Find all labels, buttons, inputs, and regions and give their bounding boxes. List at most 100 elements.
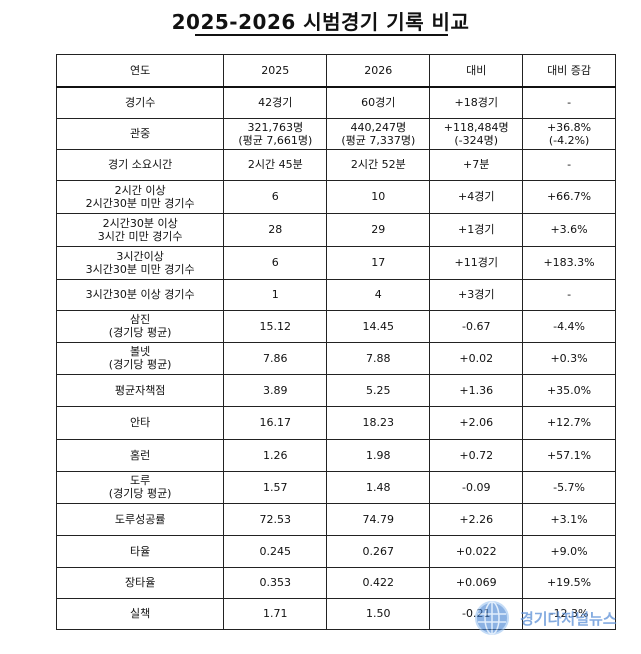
value-pct-line: -12.3% bbox=[549, 607, 589, 620]
value-diff: +1경기 bbox=[429, 212, 524, 247]
value-diff-line: +3경기 bbox=[457, 288, 495, 301]
value-pct: +3.6% bbox=[522, 212, 616, 247]
value-pct: +66.7% bbox=[522, 179, 616, 214]
row-label: 2시간 이상 2시간30분 미만 경기수 bbox=[55, 179, 225, 214]
row-label-line: 실책 bbox=[130, 607, 151, 620]
table-row: 3시간30분 이상 경기수 1 4 +3경기 - bbox=[55, 278, 616, 311]
value-diff: +4경기 bbox=[429, 179, 524, 214]
watermark-text: 경기다저널뉴스 bbox=[520, 610, 617, 628]
value-2026: 7.88 bbox=[326, 341, 431, 375]
table-row: 장타율 0.353 0.422 +0.069 +19.5% bbox=[55, 566, 616, 599]
value-pct: -12.3% bbox=[522, 597, 616, 630]
value-2025-line: 321,763명 bbox=[247, 120, 304, 134]
row-label-line: 경기수 bbox=[124, 96, 156, 110]
table-body: 경기수 42경기 60경기 +18경기 - 관중 321,763명 (평균 7,661명) 44… bbox=[55, 86, 616, 630]
value-diff-line: -0.67 bbox=[461, 319, 491, 333]
value-pct: +9.0% bbox=[522, 534, 616, 568]
value-2026-line: 0.422 bbox=[362, 576, 395, 589]
value-2025: 6 bbox=[223, 245, 328, 280]
value-2025-line: 1.71 bbox=[263, 607, 288, 620]
value-diff: +0.02 bbox=[429, 341, 524, 375]
value-2026: 5.25 bbox=[326, 373, 431, 407]
value-2026-line: 1.50 bbox=[366, 607, 391, 620]
value-2026: 1.50 bbox=[326, 597, 431, 630]
row-label-line: (경기당 평균) bbox=[108, 487, 172, 500]
row-label: 3시간30분 이상 경기수 bbox=[55, 278, 225, 311]
row-label: 경기수 bbox=[55, 86, 225, 119]
value-2025-line: 1 bbox=[271, 288, 279, 301]
value-pct-line: (-4.2%) bbox=[548, 133, 590, 147]
row-label-line: 타율 bbox=[130, 544, 151, 558]
value-2026: 29 bbox=[326, 212, 431, 247]
value-diff-line: +18경기 bbox=[454, 96, 498, 110]
value-2026: 10 bbox=[326, 179, 431, 214]
value-pct: +0.3% bbox=[522, 341, 616, 375]
value-diff: +2.26 bbox=[429, 502, 524, 536]
value-2026-line: 440,247명 bbox=[350, 120, 407, 134]
table-row: 볼넷 (경기당 평균) 7.86 7.88 +0.02 +0.3% bbox=[55, 341, 616, 375]
row-label-line: 3시간이상 bbox=[116, 249, 164, 263]
value-pct-line: +57.1% bbox=[546, 448, 592, 462]
table-row: 타율 0.245 0.267 +0.022 +9.0% bbox=[55, 534, 616, 568]
value-2025: 7.86 bbox=[223, 341, 328, 375]
value-diff: +7분 bbox=[429, 148, 524, 181]
value-2026-line: 29 bbox=[371, 223, 386, 236]
value-2025: 1 bbox=[223, 278, 328, 311]
value-diff-line: +118,484명 bbox=[443, 120, 509, 134]
value-2026: 0.267 bbox=[326, 534, 431, 568]
value-pct: +12.7% bbox=[522, 405, 616, 440]
value-2026-line: 10 bbox=[371, 190, 386, 203]
value-pct-line: +0.3% bbox=[550, 351, 588, 365]
value-2025-line: 16.17 bbox=[259, 416, 292, 429]
value-pct-line: -4.4% bbox=[553, 319, 586, 333]
value-diff: +0.069 bbox=[429, 566, 524, 599]
value-diff-line: +11경기 bbox=[454, 256, 498, 269]
value-2026: 18.23 bbox=[326, 405, 431, 440]
page-title: 2025-2026 시범경기 기록 비교 bbox=[171, 10, 470, 34]
value-2026-line: 5.25 bbox=[366, 383, 391, 397]
value-pct: +57.1% bbox=[522, 438, 616, 472]
value-pct-line: +3.1% bbox=[550, 512, 588, 526]
row-label-line: 도루 bbox=[130, 474, 151, 487]
row-label: 2시간30분 이상 3시간 미만 경기수 bbox=[55, 212, 225, 247]
value-2026-line: 2시간 52분 bbox=[350, 158, 406, 171]
value-2026-line: 4 bbox=[374, 288, 382, 301]
value-pct-line: -5.7% bbox=[553, 480, 586, 494]
value-diff: +18경기 bbox=[429, 86, 524, 119]
table-row: 홈런 1.26 1.98 +0.72 +57.1% bbox=[55, 438, 616, 472]
row-label: 도루 (경기당 평균) bbox=[55, 470, 225, 504]
value-diff-line: +0.069 bbox=[455, 576, 497, 589]
table-row: 경기수 42경기 60경기 +18경기 - bbox=[55, 86, 616, 119]
value-pct: -4.4% bbox=[522, 309, 616, 343]
value-diff: +1.36 bbox=[429, 373, 524, 407]
value-diff-line: +0.02 bbox=[459, 351, 494, 365]
row-label-line: 볼넷 bbox=[130, 345, 151, 358]
value-2025: 1.71 bbox=[223, 597, 328, 630]
value-2026: 14.45 bbox=[326, 309, 431, 343]
value-diff-line: +0.72 bbox=[459, 448, 494, 462]
value-pct-line: +35.0% bbox=[546, 383, 592, 397]
header-pct: 대비 증감 bbox=[522, 54, 616, 88]
value-pct-line: - bbox=[567, 96, 572, 110]
row-label: 안타 bbox=[55, 405, 225, 440]
value-2026: 60경기 bbox=[326, 86, 431, 119]
row-label-line: (경기당 평균) bbox=[108, 358, 172, 371]
value-pct-line: +3.6% bbox=[550, 223, 588, 236]
title-underline bbox=[195, 34, 448, 36]
row-label: 장타율 bbox=[55, 566, 225, 599]
row-label-line: 3시간30분 이상 경기수 bbox=[85, 288, 195, 301]
row-label-line: (경기당 평균) bbox=[108, 326, 172, 339]
row-label-line: 2시간30분 이상 bbox=[102, 216, 178, 230]
value-2025: 2시간 45분 bbox=[223, 148, 328, 181]
value-diff: +11경기 bbox=[429, 245, 524, 280]
value-2025-line: 3.89 bbox=[263, 383, 288, 397]
row-label: 타율 bbox=[55, 534, 225, 568]
value-pct-line: +66.7% bbox=[546, 190, 592, 203]
value-2026: 74.79 bbox=[326, 502, 431, 536]
value-diff-line: +2.26 bbox=[459, 512, 494, 526]
value-2025-line: 6 bbox=[271, 256, 279, 269]
value-2025: 16.17 bbox=[223, 405, 328, 440]
value-2025: 0.353 bbox=[223, 566, 328, 599]
value-diff: -0.67 bbox=[429, 309, 524, 343]
value-2026-line: 74.79 bbox=[362, 512, 395, 526]
